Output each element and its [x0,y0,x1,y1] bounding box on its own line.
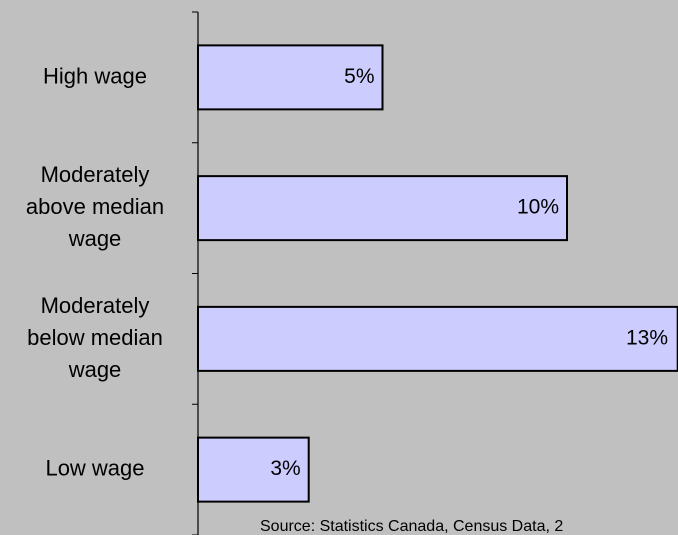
source-note: Source: Statistics Canada, Census Data, … [260,518,563,535]
value-label: 3% [270,457,300,480]
bar [197,44,384,111]
category-label: Moderately above median wage [26,162,164,251]
bar [197,175,568,242]
value-label: 13% [626,326,668,349]
category-label: Moderately below median wage [27,293,163,382]
bar [197,305,678,372]
bar [197,436,310,503]
value-label: 5% [344,65,374,88]
category-label: Low wage [45,455,144,480]
value-label: 10% [517,196,559,219]
category-label: High wage [43,63,147,88]
